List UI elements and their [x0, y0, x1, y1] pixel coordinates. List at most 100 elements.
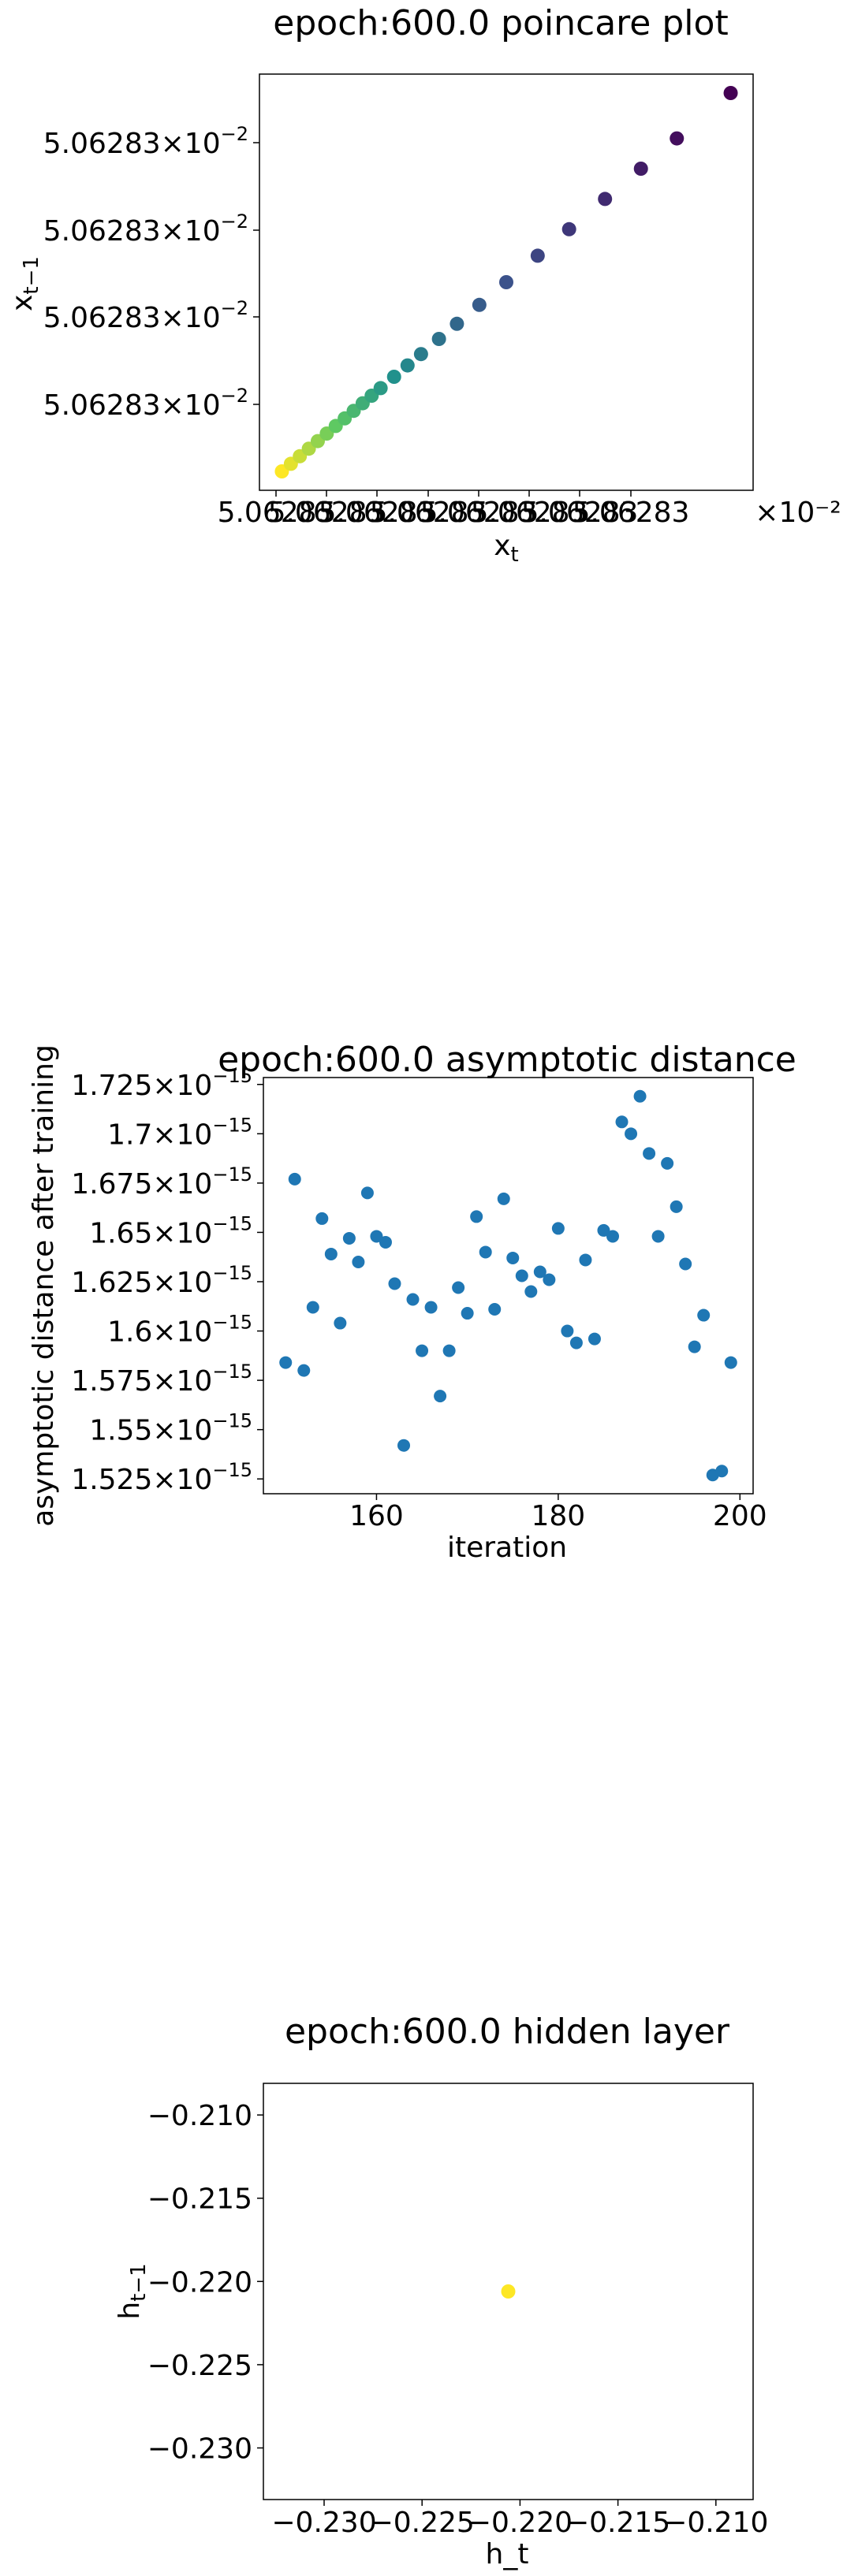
hidden-layer-x-label: h_t [486, 2538, 529, 2570]
asymptotic-point [688, 1340, 701, 1353]
asymptotic-y-tick-label: 1.7×10−15 [107, 1114, 252, 1151]
asymptotic-point [633, 1089, 647, 1103]
hidden-layer-y-label-sub: t−1 [127, 2263, 151, 2302]
poincare-x-label-sub: t [511, 543, 519, 567]
poincare-point [633, 162, 648, 176]
poincare-point [598, 192, 613, 207]
asymptotic-point [679, 1257, 692, 1271]
asymptotic-y-ticks: 1.525×10−15 1.55×10−15 1.575×10−15 1.6×10−1… [71, 1065, 263, 1496]
asymptotic-point [515, 1269, 528, 1282]
asymptotic-point [388, 1277, 401, 1290]
poincare-x-tick-label: 5.06283 [573, 497, 690, 529]
asymptotic-point [497, 1192, 510, 1205]
asymptotic-chart: epoch:600.0 asymptotic distance 1.525×10… [28, 1040, 796, 1564]
asymptotic-points [279, 1089, 737, 1482]
hidden-layer-x-tick-label: −0.210 [663, 2507, 768, 2539]
poincare-y-tick-label: 5.06283×10−2 [43, 123, 248, 160]
asymptotic-point [506, 1251, 520, 1264]
asymptotic-x-ticks: 160 180 200 [349, 1494, 767, 1532]
asymptotic-y-label: asymptotic distance after training [28, 1044, 60, 1527]
asymptotic-point [661, 1156, 674, 1170]
poincare-point [499, 275, 513, 289]
asymptotic-y-tick-label: 1.525×10−15 [71, 1459, 252, 1496]
asymptotic-point [551, 1222, 565, 1235]
asymptotic-point [397, 1439, 411, 1452]
poincare-y-label-sub: t−1 [20, 256, 43, 295]
asymptotic-y-tick-label: 1.55×10−15 [89, 1410, 252, 1447]
asymptotic-point [406, 1293, 420, 1306]
asymptotic-point [615, 1115, 629, 1129]
poincare-plot-area [259, 73, 754, 491]
asymptotic-point [724, 1356, 737, 1369]
poincare-x-label-base: x [494, 530, 510, 562]
asymptotic-point [416, 1344, 429, 1357]
poincare-point [723, 86, 738, 100]
hidden-layer-chart: epoch:600.0 hidden layer −0.210−0.215−0.… [114, 2012, 768, 2570]
poincare-point [670, 131, 685, 146]
poincare-point [530, 248, 545, 263]
asymptotic-point [379, 1235, 392, 1249]
hidden-layer-y-ticks: −0.210 −0.215 −0.220 −0.225 −0.230 [147, 2100, 263, 2466]
asymptotic-y-tick-label: 1.675×10−15 [71, 1163, 252, 1201]
hidden-layer-plot-area [263, 2083, 754, 2500]
asymptotic-point [461, 1307, 474, 1320]
poincare-x-label: xt [494, 530, 519, 567]
hidden-layer-x-tick-label: −0.220 [468, 2507, 573, 2539]
asymptotic-y-tick-label: 1.575×10−15 [71, 1361, 252, 1398]
poincare-x-ticks: 5.062835.062835.062835.062835.062835.062… [218, 490, 690, 529]
asymptotic-point [670, 1200, 683, 1213]
asymptotic-point [315, 1212, 329, 1225]
hidden-layer-y-label-base: h [114, 2302, 146, 2320]
poincare-point [431, 332, 446, 346]
asymptotic-point [288, 1172, 301, 1186]
hidden-layer-x-ticks: −0.230−0.225−0.220−0.215−0.210 [271, 2500, 768, 2539]
asymptotic-x-tick-label: 160 [349, 1500, 404, 1532]
poincare-x-tick-label: 5.06283 [370, 497, 487, 529]
asymptotic-point [306, 1301, 319, 1314]
hidden-layer-x-tick-label: −0.215 [565, 2507, 670, 2539]
asymptotic-point [579, 1253, 592, 1267]
asymptotic-point [543, 1273, 556, 1286]
hidden-layer-x-tick-label: −0.225 [370, 2507, 475, 2539]
asymptotic-point [352, 1255, 365, 1268]
hidden-layer-point [501, 2284, 516, 2299]
hidden-layer-points [501, 2284, 516, 2299]
asymptotic-y-tick-label: 1.65×10−15 [89, 1212, 252, 1249]
asymptotic-point [625, 1127, 638, 1141]
hidden-layer-title: epoch:600.0 hidden layer [285, 2012, 730, 2052]
asymptotic-point [452, 1281, 465, 1294]
asymptotic-point [434, 1390, 447, 1403]
asymptotic-x-label: iteration [447, 1532, 567, 1564]
poincare-y-ticks: 5.06283×10−2 5.06283×10−2 5.06283×10−2 5.06… [43, 123, 259, 422]
asymptotic-point [715, 1465, 729, 1478]
poincare-point [400, 358, 415, 373]
asymptotic-point [651, 1230, 665, 1243]
asymptotic-point [470, 1210, 483, 1223]
hidden-layer-y-tick-label: −0.210 [147, 2100, 252, 2132]
asymptotic-y-tick-label: 1.725×10−15 [71, 1065, 252, 1102]
asymptotic-point [370, 1230, 383, 1243]
poincare-point [472, 297, 487, 312]
hidden-layer-y-tick-label: −0.225 [147, 2350, 252, 2382]
poincare-y-label-base: x [6, 295, 39, 311]
asymptotic-plot-area [263, 1077, 754, 1495]
poincare-points [274, 86, 738, 478]
poincare-y-tick-label: 5.06283×10−2 [43, 297, 248, 334]
asymptotic-x-tick-label: 180 [532, 1500, 586, 1532]
poincare-x-tick-label: 5.06283 [420, 497, 538, 529]
poincare-x-tick-label: 5.06283 [268, 497, 386, 529]
asymptotic-point [569, 1336, 583, 1349]
poincare-x-tick-label: 5.06283 [471, 497, 588, 529]
asymptotic-point [561, 1324, 574, 1338]
poincare-chart: epoch:600.0 poincare plot 5.06283×10−2 5.… [6, 3, 841, 567]
asymptotic-point [342, 1231, 356, 1245]
asymptotic-y-tick-label: 1.625×10−15 [71, 1262, 252, 1299]
poincare-y-tick-label: 5.06283×10−2 [43, 210, 248, 248]
asymptotic-point [479, 1245, 492, 1259]
poincare-x-tick-label: 5.06283 [319, 497, 436, 529]
poincare-title: epoch:600.0 poincare plot [273, 3, 728, 43]
poincare-x-tick-exponent: ×10⁻² [755, 497, 841, 529]
asymptotic-point [297, 1364, 311, 1377]
poincare-point [450, 316, 464, 331]
